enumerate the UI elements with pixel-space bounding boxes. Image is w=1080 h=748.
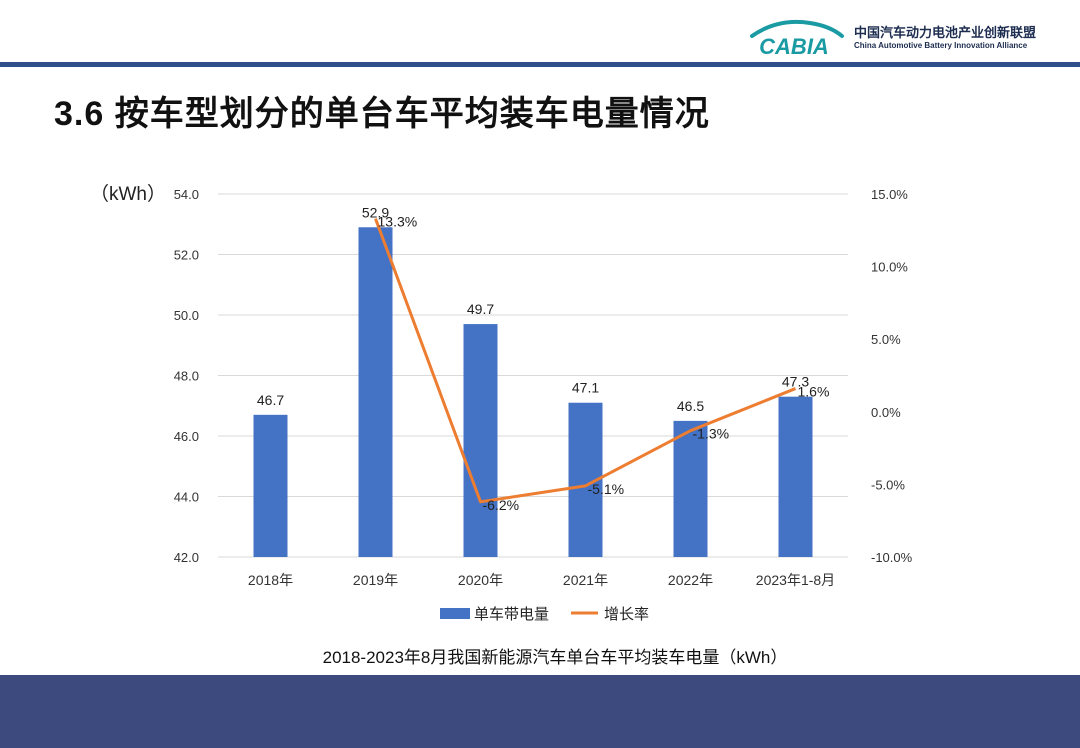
bar xyxy=(463,324,498,557)
footer-band xyxy=(0,675,1080,748)
y-left-tick-label: 50.0 xyxy=(174,308,199,323)
bar-value-label: 47.3 xyxy=(782,374,809,390)
y-right-tick-label: 5.0% xyxy=(871,332,901,347)
legend-bar-label: 单车带电量 xyxy=(474,606,549,623)
legend-line-label: 增长率 xyxy=(604,606,649,623)
x-tick-label: 2020年 xyxy=(458,572,503,588)
line-series-growth xyxy=(374,218,797,504)
y-right-tick-label: 0.0% xyxy=(871,405,901,420)
bar-value-label: 52.9 xyxy=(362,204,389,220)
page-title: 3.6 按车型划分的单台车平均装车电量情况 xyxy=(54,95,710,133)
bar xyxy=(253,414,288,557)
bar-value-label: 49.7 xyxy=(467,301,494,317)
header-divider xyxy=(0,62,1080,67)
y-left-tick-label: 44.0 xyxy=(174,490,199,505)
y-right-tick-label: 10.0% xyxy=(871,260,908,275)
y-right-tick-label: -10.0% xyxy=(871,550,913,565)
combo-chart: 42.0 44.0 46.0 48.0 50.0 52.0 54.0 -10.0% -5.0% 0… xyxy=(90,183,913,623)
org-logo: CABIA 中国汽车动力电池产业创新联盟 China Automotive Ba… xyxy=(738,14,1038,60)
y-left-tick-label: 52.0 xyxy=(174,248,199,263)
line-value-label: -5.1% xyxy=(588,481,625,497)
legend-bar-swatch xyxy=(440,608,470,619)
x-tick-label: 2022年 xyxy=(668,572,713,588)
y-left-tick-label: 54.0 xyxy=(174,187,199,202)
y-left-tick-label: 42.0 xyxy=(174,550,199,565)
logo-text: CABIA xyxy=(759,34,829,59)
y-right-tick-label: -5.0% xyxy=(871,477,905,492)
x-tick-label: 2018年 xyxy=(248,572,293,588)
x-tick-label: 2019年 xyxy=(353,572,398,588)
bar xyxy=(778,396,813,557)
org-name-en: China Automotive Battery Innovation Alli… xyxy=(854,41,1028,50)
line-value-label: 1.6% xyxy=(798,384,830,400)
line-value-label: -6.2% xyxy=(483,497,520,513)
bar xyxy=(358,227,393,557)
bar xyxy=(673,420,708,557)
x-tick-label: 2021年 xyxy=(563,572,608,588)
y-left-unit-label: （kWh） xyxy=(90,183,166,205)
y-left-tick-label: 48.0 xyxy=(174,369,199,384)
chart-caption: 2018-2023年8月我国新能源汽车单台车平均装车电量（kWh） xyxy=(322,648,788,667)
line-value-label: -1.3% xyxy=(693,426,730,442)
bar-value-label: 46.5 xyxy=(677,398,704,414)
line-value-label: 13.3% xyxy=(378,214,418,230)
org-name-cn: 中国汽车动力电池产业创新联盟 xyxy=(854,25,1037,40)
cabia-logo-icon: CABIA xyxy=(750,19,844,59)
y-left-tick-label: 46.0 xyxy=(174,429,199,444)
y-right-tick-label: 15.0% xyxy=(871,187,908,202)
bar-value-label: 46.7 xyxy=(257,392,284,408)
bar-value-label: 47.1 xyxy=(572,380,599,396)
x-tick-label: 2023年1-8月 xyxy=(756,572,835,588)
